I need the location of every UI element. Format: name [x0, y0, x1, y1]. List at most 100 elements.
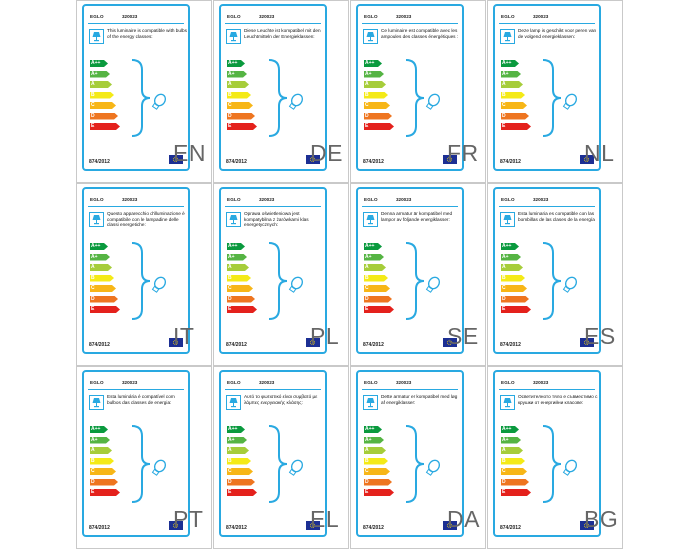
energy-class-bar: A+ — [227, 437, 247, 444]
energy-class-letter: D — [228, 112, 232, 119]
compatibility-text: This luminaire is compatible with bulbs … — [107, 28, 187, 39]
energy-class-scale: A++ A+ A B C D E — [227, 243, 273, 323]
energy-class-letter: C — [502, 285, 506, 291]
lamp-icon — [89, 395, 104, 410]
energy-class-letter: D — [365, 112, 369, 119]
energy-class-letter: A — [365, 81, 369, 87]
energy-class-bar: E — [90, 123, 120, 130]
energy-class-letter: C — [502, 468, 506, 474]
energy-class-bar: C — [501, 468, 527, 475]
language-code: NL — [584, 140, 615, 166]
energy-class-letter: A — [502, 81, 506, 87]
energy-class-letter: A — [502, 447, 506, 453]
energy-class-letter: A++ — [365, 426, 375, 432]
energy-class-letter: C — [228, 468, 232, 474]
energy-class-bar: D — [90, 296, 118, 303]
language-code: ES — [584, 323, 616, 349]
brand-name: EGLO — [90, 380, 104, 385]
energy-class-letter: D — [91, 478, 95, 485]
energy-class-letter: A+ — [228, 253, 235, 260]
eu-flag-icon — [169, 338, 183, 347]
label-cell-da: EGLO 320023 Dette armatur er kompatibel me… — [350, 366, 486, 549]
energy-class-letter: A — [365, 447, 369, 453]
header-divider — [225, 23, 321, 24]
energy-class-letter: B — [365, 274, 369, 281]
lamp-icon — [226, 212, 241, 227]
label-cell-fr: EGLO 320023 Ce luminaire est compatible av… — [350, 0, 486, 183]
brace-bulb-icon — [124, 241, 184, 326]
energy-class-letter: B — [228, 457, 232, 464]
label-cell-pl: EGLO 320023 Oprawa oświetleniowa jest komp… — [213, 183, 349, 366]
energy-class-letter: D — [91, 112, 95, 119]
energy-label-grid: EGLO 320023 This luminaire is compatible w… — [76, 0, 624, 550]
energy-class-bar: C — [364, 285, 390, 292]
eu-flag-icon — [443, 338, 457, 347]
energy-class-bar: E — [227, 306, 257, 313]
energy-class-bar: A+ — [90, 71, 110, 78]
header-divider — [362, 389, 458, 390]
label-cell-nl: EGLO 320023 Deze lamp is geschikt voor per… — [487, 0, 623, 183]
compatibility-text: Diese Leuchte ist kompatibel mit den Leu… — [244, 28, 321, 39]
energy-class-bar: B — [227, 275, 251, 282]
model-number: 320023 — [396, 380, 412, 385]
energy-class-letter: D — [502, 112, 506, 119]
energy-class-bar: C — [227, 285, 253, 292]
compatibility-text: Deze lamp is geschikt voor peren van de … — [518, 28, 597, 39]
energy-class-letter: B — [91, 457, 95, 464]
energy-class-letter: D — [228, 478, 232, 485]
energy-class-letter: C — [91, 468, 95, 474]
brace-bulb-icon — [261, 241, 321, 326]
regulation-number: 874/2012 — [226, 525, 247, 531]
brand-name: EGLO — [501, 197, 515, 202]
energy-class-letter: D — [91, 295, 95, 302]
energy-class-bar: A++ — [90, 426, 108, 433]
energy-class-bar: D — [501, 113, 529, 120]
energy-class-letter: E — [228, 123, 232, 129]
header-divider — [88, 389, 184, 390]
energy-class-bar: B — [501, 458, 525, 465]
header-divider — [88, 23, 184, 24]
energy-class-bar: C — [90, 102, 116, 109]
energy-class-letter: A+ — [502, 436, 509, 443]
language-code: EN — [173, 140, 206, 166]
compatibility-text: Questo apparecchio d'illuminazione è com… — [107, 211, 185, 227]
energy-class-bar: E — [501, 489, 531, 496]
energy-class-bar: B — [227, 458, 251, 465]
energy-class-letter: A+ — [91, 70, 98, 77]
energy-class-scale: A++ A+ A B C D E — [501, 60, 547, 140]
energy-class-bar: A+ — [90, 254, 110, 261]
energy-label-card: EGLO 320023 Deze lamp is geschikt voor per… — [493, 4, 601, 171]
energy-class-bar: B — [501, 275, 525, 282]
label-cell-bg: EGLO 320023 Осветителното тяло е съвместим… — [487, 366, 623, 549]
model-number: 320023 — [533, 380, 549, 385]
energy-class-letter: A — [228, 447, 232, 453]
energy-class-letter: A+ — [91, 436, 98, 443]
energy-class-bar: E — [90, 489, 120, 496]
energy-class-scale: A++ A+ A B C D E — [90, 243, 136, 323]
energy-class-bar: C — [90, 468, 116, 475]
model-number: 320023 — [396, 197, 412, 202]
energy-class-bar: A — [364, 264, 386, 271]
eu-flag-icon — [169, 521, 183, 530]
energy-class-bar: D — [90, 113, 118, 120]
energy-class-letter: E — [502, 306, 506, 312]
brace-bulb-icon — [124, 58, 184, 143]
brand-name: EGLO — [90, 197, 104, 202]
energy-class-bar: A++ — [501, 60, 519, 67]
energy-class-scale: A++ A+ A B C D E — [501, 426, 547, 506]
energy-class-letter: A++ — [228, 426, 238, 432]
model-number: 320023 — [259, 14, 275, 19]
energy-class-letter: A++ — [365, 243, 375, 249]
energy-class-letter: A — [91, 447, 95, 453]
energy-class-letter: A — [502, 264, 506, 270]
brand-name: EGLO — [90, 14, 104, 19]
energy-class-letter: E — [365, 123, 369, 129]
energy-class-letter: A+ — [365, 436, 372, 443]
regulation-number: 874/2012 — [89, 525, 110, 531]
model-number: 320023 — [122, 14, 138, 19]
lamp-icon — [89, 212, 104, 227]
eu-flag-icon — [306, 155, 320, 164]
brace-bulb-icon — [535, 241, 595, 326]
energy-class-bar: A++ — [364, 243, 382, 250]
energy-class-bar: A — [90, 447, 112, 454]
